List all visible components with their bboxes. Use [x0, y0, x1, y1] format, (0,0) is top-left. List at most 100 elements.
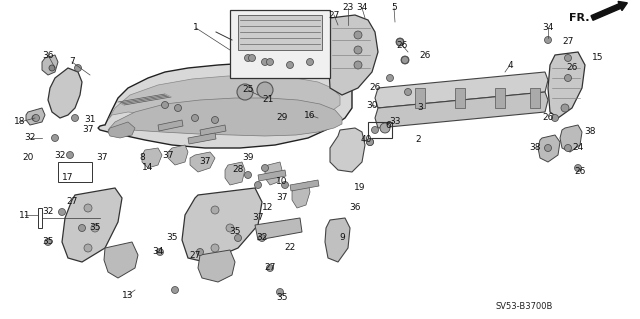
Polygon shape	[108, 98, 342, 136]
Polygon shape	[258, 170, 286, 181]
Text: 24: 24	[572, 144, 584, 152]
Polygon shape	[548, 52, 585, 118]
Circle shape	[211, 116, 218, 123]
Polygon shape	[108, 76, 340, 122]
Text: 35: 35	[166, 234, 178, 242]
Circle shape	[226, 224, 234, 232]
Circle shape	[51, 135, 58, 142]
Text: 31: 31	[84, 115, 96, 124]
Circle shape	[58, 209, 65, 216]
Circle shape	[545, 36, 552, 43]
Text: 35: 35	[42, 238, 54, 247]
Circle shape	[255, 182, 262, 189]
Circle shape	[387, 75, 394, 81]
Text: 32: 32	[42, 207, 54, 217]
Text: 20: 20	[22, 153, 34, 162]
Text: 38: 38	[584, 128, 596, 137]
Polygon shape	[238, 15, 322, 50]
Text: 26: 26	[566, 63, 578, 72]
Circle shape	[49, 65, 55, 71]
Text: 32: 32	[24, 133, 36, 143]
Circle shape	[191, 115, 198, 122]
Circle shape	[79, 225, 86, 232]
Polygon shape	[108, 122, 135, 138]
Circle shape	[74, 64, 81, 71]
Text: 6: 6	[385, 121, 391, 130]
Circle shape	[397, 39, 403, 46]
Polygon shape	[375, 72, 548, 108]
Text: 22: 22	[284, 243, 296, 253]
Text: 37: 37	[163, 151, 173, 160]
Text: 16: 16	[304, 110, 316, 120]
Text: 37: 37	[96, 153, 108, 162]
Circle shape	[276, 288, 284, 295]
Text: 34: 34	[356, 4, 368, 12]
Circle shape	[354, 46, 362, 54]
Text: 15: 15	[592, 54, 604, 63]
Polygon shape	[538, 135, 560, 162]
Text: 12: 12	[262, 204, 274, 212]
Circle shape	[367, 138, 374, 145]
Circle shape	[575, 165, 582, 172]
Text: 34: 34	[152, 248, 164, 256]
Text: SV53-B3700B: SV53-B3700B	[495, 302, 552, 311]
Text: 18: 18	[14, 117, 26, 127]
Text: 8: 8	[139, 153, 145, 162]
Circle shape	[564, 55, 572, 62]
Polygon shape	[26, 108, 45, 125]
Text: 3: 3	[417, 103, 423, 113]
Text: 10: 10	[276, 177, 288, 187]
Circle shape	[33, 115, 40, 122]
Text: 26: 26	[574, 167, 586, 176]
Text: 37: 37	[252, 213, 264, 222]
Text: 13: 13	[122, 291, 134, 300]
Circle shape	[561, 104, 569, 112]
Text: 27: 27	[563, 38, 573, 47]
Polygon shape	[62, 188, 122, 262]
Text: 35: 35	[276, 293, 288, 302]
Text: 27: 27	[264, 263, 276, 272]
Circle shape	[354, 31, 362, 39]
Text: 11: 11	[19, 211, 31, 219]
Polygon shape	[48, 68, 82, 118]
Text: 30: 30	[366, 100, 378, 109]
Circle shape	[262, 58, 269, 65]
Text: 4: 4	[507, 61, 513, 70]
Circle shape	[287, 62, 294, 69]
Circle shape	[257, 82, 273, 98]
Text: 32: 32	[54, 151, 66, 160]
Polygon shape	[42, 55, 58, 75]
Circle shape	[67, 152, 74, 159]
Circle shape	[552, 115, 559, 122]
Polygon shape	[200, 125, 226, 136]
Polygon shape	[98, 62, 352, 148]
Circle shape	[401, 56, 409, 64]
Text: 35: 35	[89, 224, 100, 233]
Circle shape	[266, 58, 273, 65]
Text: 27: 27	[328, 11, 340, 19]
Polygon shape	[188, 133, 216, 144]
Polygon shape	[455, 88, 465, 108]
Text: 21: 21	[262, 95, 274, 105]
Text: 40: 40	[360, 136, 372, 145]
Text: 37: 37	[199, 158, 211, 167]
Text: 35: 35	[229, 227, 241, 236]
Circle shape	[32, 115, 38, 121]
Text: 19: 19	[355, 183, 365, 192]
Text: 37: 37	[276, 194, 288, 203]
Text: 28: 28	[232, 166, 244, 174]
Circle shape	[262, 165, 269, 172]
Polygon shape	[265, 162, 282, 185]
Polygon shape	[292, 182, 310, 208]
Text: 32: 32	[256, 234, 268, 242]
Circle shape	[237, 84, 253, 100]
Polygon shape	[230, 10, 330, 78]
Text: 1: 1	[193, 24, 199, 33]
Polygon shape	[168, 145, 188, 165]
Circle shape	[564, 145, 572, 152]
Polygon shape	[255, 218, 302, 240]
Text: 36: 36	[349, 204, 361, 212]
Circle shape	[45, 239, 51, 246]
Circle shape	[259, 234, 266, 241]
Circle shape	[91, 224, 99, 232]
